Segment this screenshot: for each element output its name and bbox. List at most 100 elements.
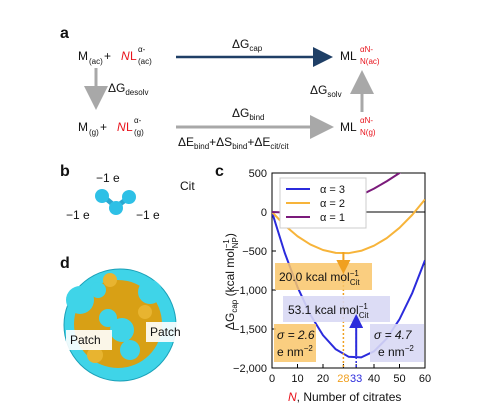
citrate-molecule [95, 189, 136, 215]
panel-label: d [60, 255, 70, 272]
aq-reactants: M (ac) + N L α- (ac) [78, 45, 152, 66]
t: 20.0 kcal mol [279, 270, 350, 284]
y-tick-label: 0 [261, 207, 267, 219]
t: σ = 2.6 [277, 328, 315, 342]
aq-product: ML αN- N(ac) [340, 45, 380, 66]
x-tick-label: 50 [393, 373, 405, 385]
y-axis-label: ΔGcap (kcal mol−1NP) [222, 233, 240, 330]
x-tick-label: 0 [269, 373, 275, 385]
t: −1 [359, 302, 369, 311]
bind-terms: ΔEbind+ΔSbind+ΔEcit/cit [178, 135, 289, 151]
x-tick-label: 10 [291, 373, 303, 385]
annotation: σ = 4.7 [374, 328, 413, 342]
t: + [100, 120, 107, 134]
t: −2 [304, 344, 314, 353]
annotation-box [283, 296, 390, 322]
patch-label: Patch [70, 333, 101, 347]
t: N(g) [360, 128, 376, 137]
t: ΔG [232, 106, 249, 120]
t: M [78, 120, 88, 134]
bind-label: ΔGbind [232, 106, 264, 122]
gas-product: ML αN- N(g) [340, 116, 376, 137]
t: σ = 4.7 [374, 328, 413, 342]
t: α- [134, 116, 142, 125]
t: desolv [125, 88, 148, 97]
t: N [117, 120, 126, 134]
patch-label: Patch [150, 325, 181, 339]
t: bind [249, 113, 264, 122]
t: ΔG [232, 37, 249, 51]
charge: −1 e [136, 208, 160, 222]
legend-label: α = 2 [320, 198, 345, 210]
legend-label: α = 3 [320, 184, 345, 196]
t: + [104, 49, 111, 63]
t: +ΔS [209, 135, 232, 149]
cap-label: ΔGcap [232, 37, 263, 53]
t: M [78, 49, 88, 63]
t: , Number of citrates [297, 390, 402, 404]
t: αN- [360, 116, 373, 125]
t: (ac) [89, 57, 103, 66]
annotation: 20.0 kcal mol−1 Cit [279, 269, 360, 287]
annotation-box [275, 263, 372, 290]
patch-box [66, 330, 112, 350]
t: L [130, 49, 137, 63]
annotation: σ = 2.6 [277, 328, 315, 342]
t: (g) [134, 128, 144, 137]
t: Cit [350, 278, 361, 287]
t: (kcal mol [223, 248, 237, 299]
panel-label: c [215, 163, 224, 180]
t: bind [232, 142, 247, 151]
t: α- [138, 45, 146, 54]
desolv-label: ΔGdesolv [108, 81, 148, 97]
t: +ΔE [247, 135, 270, 149]
t: αN- [360, 45, 373, 54]
t: 53.1 kcal mol [288, 303, 359, 317]
molecule-name: Cit [180, 179, 195, 193]
annotation-box [274, 324, 316, 362]
t: L [126, 120, 133, 134]
t: e nm [378, 345, 405, 359]
t: −1 [350, 269, 360, 278]
t: cit/cit [270, 142, 289, 151]
t: −2 [405, 344, 415, 353]
t: ML [340, 120, 357, 134]
x-tick-label: 20 [317, 373, 329, 385]
annotation-box [370, 324, 424, 362]
t: (ac) [138, 57, 152, 66]
t: ΔG [223, 313, 237, 330]
charge: −1 e [96, 171, 120, 185]
t: cap [249, 44, 262, 53]
charge: −1 e [66, 208, 90, 222]
patch-box [146, 322, 192, 342]
x-tick-label: 28 [337, 373, 349, 385]
legend-label: α = 1 [320, 212, 345, 224]
panel-label: b [60, 163, 70, 180]
t: Cit [359, 311, 370, 320]
y-tick-label: 500 [249, 168, 267, 180]
t: ΔG [310, 83, 327, 97]
y-tick-label: −500 [242, 246, 267, 258]
t: ) [223, 233, 237, 237]
t: ΔG [108, 81, 125, 95]
t: N(ac) [360, 57, 380, 66]
y-tick-label: −1,500 [233, 324, 267, 336]
plot-frame [271, 172, 426, 369]
solv-label: ΔGsolv [310, 83, 342, 99]
t: ML [340, 49, 357, 63]
t: NP [231, 237, 240, 248]
t: N [288, 390, 297, 404]
t: ΔE [178, 135, 194, 149]
t: (g) [89, 128, 99, 137]
t: −1 [222, 239, 231, 249]
x-tick-label: 40 [368, 373, 380, 385]
t: bind [194, 142, 209, 151]
annotation: e nm−2 [378, 344, 414, 359]
annotation: 53.1 kcal mol−1 Cit [288, 302, 369, 320]
panel-label: a [60, 25, 69, 42]
y-tick-label: −1,000 [233, 285, 267, 297]
annotation: e nm−2 [277, 344, 313, 359]
x-axis-label: N, Number of citrates [288, 390, 401, 404]
y-tick-label: −2,000 [233, 363, 267, 375]
